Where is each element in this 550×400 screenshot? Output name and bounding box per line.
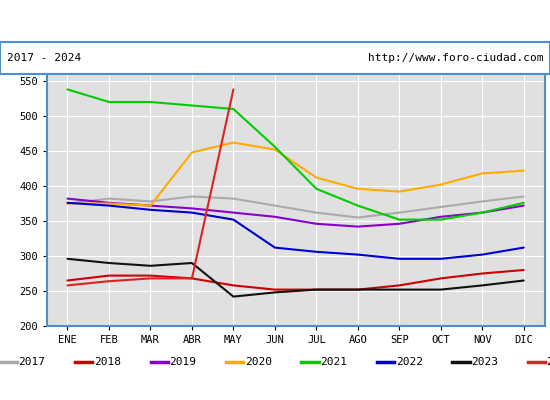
- Text: http://www.foro-ciudad.com: http://www.foro-ciudad.com: [368, 53, 543, 63]
- Text: 2019: 2019: [169, 356, 196, 366]
- Text: 2023: 2023: [471, 356, 498, 366]
- Text: 2020: 2020: [245, 356, 272, 366]
- Text: 2021: 2021: [320, 356, 347, 366]
- Text: 2017 - 2024: 2017 - 2024: [7, 53, 81, 63]
- Text: 2017: 2017: [19, 356, 46, 366]
- Text: 2018: 2018: [94, 356, 121, 366]
- Text: 2022: 2022: [395, 356, 423, 366]
- Text: Evolucion del paro registrado en Lloseta: Evolucion del paro registrado en Lloseta: [100, 14, 450, 28]
- Text: 2024: 2024: [547, 356, 550, 366]
